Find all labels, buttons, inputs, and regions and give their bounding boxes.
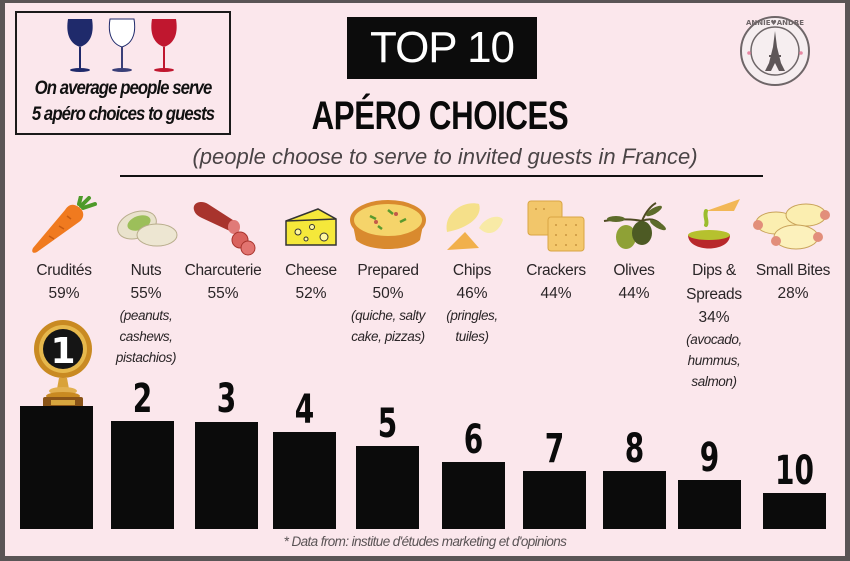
svg-text:ANNIE♥ANDRE: ANNIE♥ANDRE [746,19,804,27]
quiche-icon [343,193,433,259]
item-charcuterie: Charcuterie 55% [178,193,268,305]
rank-label-9: 9 [699,435,720,481]
rank-label-8: 8 [624,426,645,472]
pistachio-icon [101,193,191,259]
chips-icon [427,193,517,259]
crackers-icon [511,193,601,259]
sausage-icon [178,193,268,259]
cheese-icon [266,193,356,259]
rank-label-10: 10 [775,448,814,494]
bar-rank-3 [195,422,258,529]
average-servings-box: On average people serve 5 apéro choices … [15,11,231,135]
item-name: Small Bites [755,262,831,279]
item-note: (peanuts, cashews, pistachios) [115,308,177,365]
item-small-bites: Small Bites 28% [748,193,838,305]
carrot-icon [19,193,109,259]
bar-rank-4 [273,432,336,529]
bar-rank-9 [678,480,741,529]
item-name: Crackers [526,262,586,279]
item-name: Crudités [36,262,92,279]
bar-rank-8 [603,471,666,529]
pastry-bites-icon [748,193,838,259]
top-10-badge: TOP 10 [347,17,537,79]
red-wine-glass-icon [151,19,177,72]
dip-bowl-icon [669,193,759,259]
item-percent: 59% [48,285,80,302]
item-percent: 50% [372,285,404,302]
item-name: Olives [613,262,655,279]
item-note: (avocado, hummus, salmon) [686,332,742,389]
item-percent: 52% [295,285,327,302]
item-percent: 44% [540,285,572,302]
item-percent: 28% [777,285,809,302]
item-name: Dips & Spreads [686,262,742,303]
rank-label-2: 2 [132,376,153,422]
annie-andre-logo-icon: ANNIE♥ANDRE [740,16,810,86]
rank-label-4: 4 [294,387,315,433]
subtitle-underline [120,175,763,177]
item-note: (pringles, tuiles) [446,308,498,344]
item-name: Charcuterie [184,262,262,279]
subtitle: (people choose to serve to invited guest… [192,144,698,169]
item-percent: 34% [698,309,730,326]
blue-wine-glass-icon [67,19,93,72]
info-line-2: 5 apéro choices to guests [31,103,215,125]
item-olives: Olives 44% [589,193,679,305]
infographic-canvas: On average people serve 5 apéro choices … [5,3,845,556]
item-dips-spreads: Dips & Spreads 34% (avocado, hummus, sal… [669,193,759,392]
info-line-1: On average people serve [34,77,213,99]
bar-rank-5 [356,446,419,529]
item-percent: 55% [207,285,239,302]
rank-label-5: 5 [377,401,398,447]
item-note: (quiche, salty cake, pizzas) [351,308,425,344]
item-name: Prepared [357,262,419,279]
item-cheese: Cheese 52% [266,193,356,305]
white-wine-glass-icon [108,18,136,72]
item-name: Cheese [285,262,337,279]
item-name: Chips [452,262,492,279]
svg-text:1: 1 [50,331,75,372]
bar-rank-2 [111,421,174,529]
page-title: APÉRO CHOICES [311,94,569,138]
gold-trophy-rank-1-icon: 1 [34,320,92,409]
item-percent: 55% [130,285,162,302]
rank-label-6: 6 [463,417,484,463]
average-servings-text: On average people serve 5 apéro choices … [31,75,215,127]
item-percent: 46% [456,285,488,302]
bar-rank-6 [442,462,505,529]
data-source-footnote: * Data from: institue d'études marketing… [283,534,567,549]
item-nuts: Nuts 55% (peanuts, cashews, pistachios) [101,193,191,368]
bar-rank-1 [20,406,93,529]
item-chips: Chips 46% (pringles, tuiles) [427,193,517,347]
rank-label-3: 3 [216,376,237,422]
bar-rank-10 [763,493,826,529]
item-percent: 44% [618,285,650,302]
rank-label-7: 7 [544,426,565,472]
item-prepared: Prepared 50% (quiche, salty cake, pizzas… [343,193,433,347]
item-name: Nuts [130,262,162,279]
olives-icon [589,193,679,259]
item-crudites: Crudités 59% [19,193,109,305]
bar-rank-7 [523,471,586,529]
item-crackers: Crackers 44% [511,193,601,305]
